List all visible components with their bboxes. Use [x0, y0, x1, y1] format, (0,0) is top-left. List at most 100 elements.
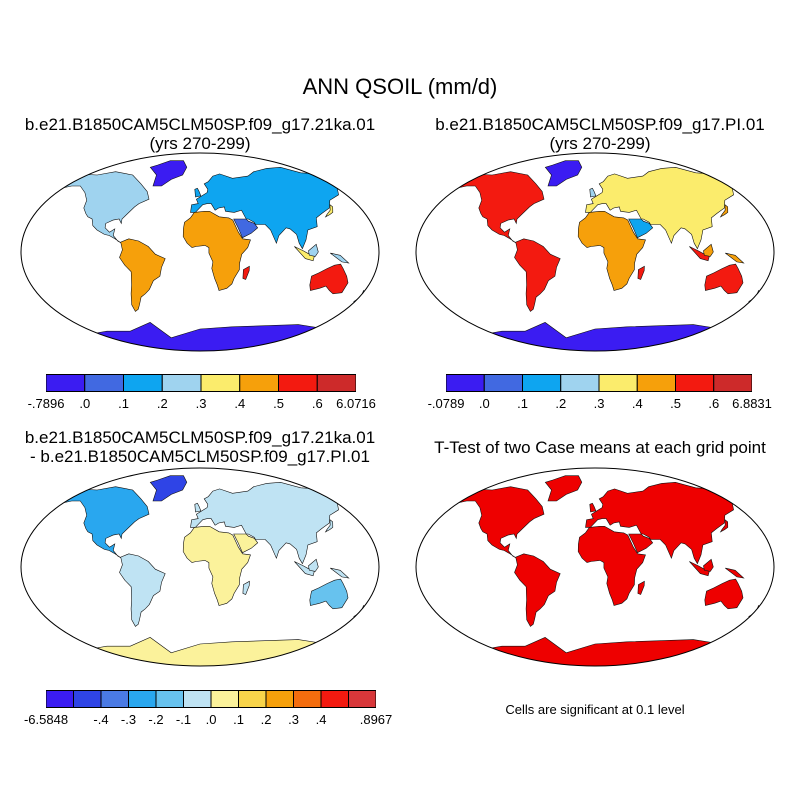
colorbar-label-10: .8967 [359, 712, 393, 727]
land-south-america [119, 553, 166, 627]
panel-title-diff-line2: - b.e21.B1850CAM5CLM50SP.f09_g17.PI.01 [30, 447, 370, 466]
land-group [449, 475, 764, 666]
colorbar-box-8 [265, 690, 294, 708]
land-greenland [544, 475, 583, 502]
land-japan [719, 519, 729, 533]
land-north-america [60, 171, 150, 244]
colorbar-label-4: .3 [195, 396, 207, 411]
colorbar-label-8: 6.0716 [336, 396, 376, 411]
land-japan [324, 519, 334, 533]
land-europe-asia [190, 166, 349, 250]
colorbar-box-11 [348, 690, 376, 708]
land-madagascar [637, 580, 645, 595]
land-group [54, 475, 369, 666]
land-africa [577, 526, 646, 606]
colorbar-case2-labels: -.0789 .0 .1 .2 .3 .4 .5 .6 6.8831 [428, 396, 772, 412]
colorbar-box-7 [713, 374, 752, 392]
colorbar-diff-labels: -6.5848 -.4 -.3 -.2 -.1 .0 .1 .2 .3 .4 .8967 [24, 712, 392, 728]
land-new-guinea [725, 567, 745, 579]
land-greenland [149, 160, 188, 187]
land-borneo [703, 243, 714, 257]
colorbar-box-1 [483, 374, 523, 392]
land-greenland [149, 475, 188, 502]
map-case2 [415, 152, 775, 352]
land-antarctica [449, 322, 741, 351]
land-new-guinea [725, 252, 745, 264]
land-madagascar [242, 265, 250, 280]
land-europe-asia [585, 481, 744, 565]
colorbar-label-2: .1 [118, 396, 129, 411]
colorbar-box-6 [675, 374, 715, 392]
land-europe-asia [585, 166, 744, 250]
map-border [20, 152, 380, 352]
colorbar-box-4 [200, 374, 241, 392]
colorbar-box-5 [239, 374, 279, 392]
colorbar-label-4: .3 [593, 396, 605, 411]
land-japan [324, 204, 334, 218]
colorbar-label-6: .5 [670, 396, 681, 411]
colorbar-label-2: .1 [517, 396, 528, 411]
land-europe-asia [190, 481, 349, 565]
land-group [449, 160, 764, 351]
land-arabia [233, 533, 259, 554]
colorbar-label-1: .0 [478, 396, 490, 411]
land-north-america [455, 171, 545, 244]
colorbar-box-2 [522, 374, 562, 392]
panel-title-case1: b.e21.B1850CAM5CLM50SP.f09_g17.21ka.01 (… [0, 115, 400, 153]
land-africa [182, 211, 251, 291]
colorbar-box-0 [446, 374, 485, 392]
land-north-america [455, 486, 545, 559]
land-antarctica [54, 637, 346, 666]
colorbar-label-0: -6.5848 [23, 712, 69, 727]
land-australia [309, 578, 349, 610]
colorbar-diff [46, 690, 376, 708]
colorbar-label-1: .0 [79, 396, 91, 411]
land-antarctica [449, 637, 741, 666]
panel-title-ttest: T-Test of two Case means at each grid po… [434, 438, 766, 457]
land-arabia [628, 218, 654, 239]
land-madagascar [637, 265, 645, 280]
colorbar-label-7: .6 [708, 396, 720, 411]
land-group [54, 160, 369, 351]
colorbar-box-4 [598, 374, 638, 392]
colorbar-box-1 [73, 690, 102, 708]
colorbar-label-3: .2 [156, 396, 168, 411]
land-new-guinea [330, 567, 350, 579]
land-uk [589, 502, 597, 513]
colorbar-label-6: .1 [233, 712, 244, 727]
colorbar-case1 [46, 374, 356, 392]
colorbar-label-9: .4 [315, 712, 327, 727]
colorbar-box-7 [316, 374, 356, 392]
land-borneo [308, 558, 319, 572]
land-greenland [544, 160, 583, 187]
land-antarctica [54, 322, 346, 351]
colorbar-box-2 [100, 690, 129, 708]
colorbar-box-3 [560, 374, 600, 392]
colorbar-box-6 [210, 690, 239, 708]
map-diff [20, 467, 380, 667]
panel-title-diff: b.e21.B1850CAM5CLM50SP.f09_g17.21ka.01 -… [0, 428, 400, 466]
colorbar-label-0: -.0789 [427, 396, 465, 411]
colorbar-box-5 [183, 690, 212, 708]
significance-note: Cells are significant at 0.1 level [505, 702, 685, 717]
colorbar-label-7: .2 [260, 712, 272, 727]
colorbar-label-0: -.7896 [27, 396, 65, 411]
land-africa [577, 211, 646, 291]
colorbar-label-8: .3 [288, 712, 299, 727]
panel-title-case2-line1: b.e21.B1850CAM5CLM50SP.f09_g17.PI.01 [435, 115, 765, 134]
colorbar-box-10 [320, 690, 349, 708]
colorbar-box-2 [123, 374, 163, 392]
map-border [415, 152, 775, 352]
colorbar-label-3: -.2 [148, 712, 164, 727]
colorbar-box-6 [278, 374, 318, 392]
colorbar-box-9 [293, 690, 322, 708]
land-madagascar [242, 580, 250, 595]
land-borneo [308, 243, 319, 257]
colorbar-label-7: .6 [311, 396, 323, 411]
colorbar-box-3 [128, 690, 157, 708]
panel-title-case1-line1: b.e21.B1850CAM5CLM50SP.f09_g17.21ka.01 [24, 115, 376, 134]
colorbar-label-6: .5 [273, 396, 284, 411]
land-arabia [233, 218, 259, 239]
colorbar-label-5: .0 [205, 712, 217, 727]
land-new-guinea [330, 252, 350, 264]
